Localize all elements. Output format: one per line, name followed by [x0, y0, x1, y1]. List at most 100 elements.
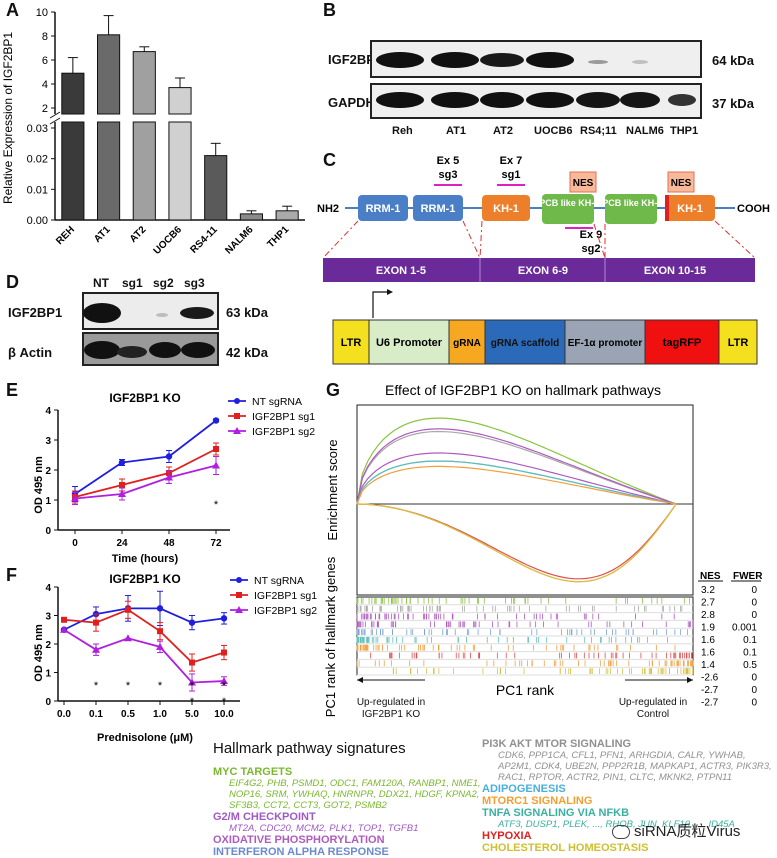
blot-d-row2-label: β Actin — [8, 345, 53, 360]
left-arrow-text: Up-regulated in IGF2BP1 KO — [356, 697, 426, 720]
vec-ltr-1: LTR — [341, 337, 362, 349]
cooh-label: COOH — [737, 203, 770, 215]
signature-right-name: MTORC1 SIGNALING — [482, 795, 593, 807]
signature-left-name: MYC TARGETS — [213, 766, 293, 778]
nes-value: 1.4 — [701, 660, 715, 671]
signature-right-name: PI3K AKT MTOR SIGNALING — [482, 738, 632, 750]
blot-b-row2-label: GAPDH — [328, 95, 375, 110]
signatures-left: MYC TARGETS EIF4G2, PHB, PSMD1, ODC1, FAM… — [213, 766, 503, 858]
domain-pcb-a-label: PCB like KH-I — [539, 198, 597, 208]
point — [61, 616, 67, 623]
gsea-curve — [356, 428, 677, 505]
vec-grna: gRNA — [453, 338, 481, 349]
xtick-label: 0.0 — [57, 709, 71, 720]
panel-a-ylabel: Relative Expression of IGF2BP1 — [1, 32, 15, 204]
exon-label-2: EXON 6-9 — [518, 265, 568, 277]
signature-left-genes: EIF4G2, PHB, PSMD1, ODC1, FAM120A, RANBP… — [229, 778, 481, 811]
pa-bar-upper — [97, 34, 121, 115]
gsea-curve — [356, 460, 677, 505]
nes-value: 2.7 — [701, 598, 715, 609]
point — [212, 461, 220, 469]
panel-f-xlabel: Prednisolone (μM) — [97, 732, 193, 744]
significance-star: * — [214, 499, 219, 511]
ytick-label: 1 — [45, 669, 51, 680]
signature-right-genes: CDK6, PPP1CA, CFL1, PFN1, ARHGDIA, CALR,… — [498, 750, 772, 783]
legend-label: IGF2BP1 sg2 — [254, 605, 317, 617]
wechat-icon — [612, 825, 630, 840]
gsea-curve — [356, 465, 677, 505]
blot-b-row1-label: IGF2BP1 — [328, 52, 383, 67]
fwer-value: 0.5 — [743, 660, 757, 671]
blot-d-lane-4: sg3 — [184, 276, 205, 290]
xtick-label: 5.0 — [185, 709, 199, 720]
blot-b-row2-kda: 37 kDa — [712, 96, 754, 111]
signature-left-genes: MT2A, CDC20, MCM2, PLK1, TOP1, TGFB1 — [229, 823, 419, 834]
ytick-label: 3 — [45, 436, 51, 447]
legend-marker — [235, 606, 243, 613]
panel-label-b: B — [323, 0, 336, 20]
guide-ex5: Ex 5 — [437, 155, 460, 167]
point — [71, 494, 79, 502]
domain-kh1-a — [482, 195, 530, 221]
left-arrow-label: Up-regulated in IGF2BP1 KO — [336, 697, 446, 721]
pa-bar-lower — [132, 121, 156, 221]
nes-value: -2.6 — [701, 673, 719, 684]
xtick-label: 0.1 — [89, 709, 103, 720]
point — [60, 625, 68, 633]
xtick-label: 0.5 — [121, 709, 135, 720]
legend-label: IGF2BP1 sg1 — [254, 590, 317, 602]
panel-g-title: Effect of IGF2BP1 KO on hallmark pathway… — [385, 382, 661, 398]
domain-pcb-b-label: PCB like KH-I — [602, 198, 660, 208]
pa-ytick-up-label: 2 — [42, 103, 48, 115]
pa-ytick-up-label: 6 — [42, 55, 48, 67]
domain-rrm1-a-label: RRM-1 — [366, 203, 401, 215]
legend-label: IGF2BP1 sg1 — [252, 411, 315, 423]
legend-marker — [234, 413, 240, 419]
pa-ytick-lo-label: 0.02 — [27, 154, 48, 166]
point — [220, 677, 228, 685]
right-arrow-label: Up-regulated in Control — [608, 697, 698, 721]
pa-xtick-label: REH — [54, 224, 77, 247]
panel-label-g: G — [326, 380, 341, 400]
domain-kh1-b — [665, 195, 715, 221]
panel-f-title: IGF2BP1 KO — [109, 572, 180, 586]
guide-ex9: Ex 9 — [580, 229, 603, 241]
legend-marker — [233, 427, 241, 434]
legend-label: NT sgRNA — [254, 575, 304, 587]
domain-rrm1-b — [413, 195, 463, 221]
xtick-label: 1.0 — [153, 709, 167, 720]
blot-b-lane-6: NALM6 — [626, 125, 664, 137]
watermark: siRNA质粒Virus — [612, 820, 740, 841]
right-arrow-text: Up-regulated in Control — [618, 697, 688, 720]
fwer-header: FWER — [733, 571, 763, 582]
point — [124, 634, 132, 642]
blot-d-lane-2: sg1 — [122, 276, 143, 290]
domain-pcb-a — [542, 194, 594, 224]
panel-label-a: A — [6, 0, 19, 20]
blot-d-lane-3: sg2 — [153, 276, 174, 290]
blot-d-image — [82, 292, 219, 366]
blot-b-lane-4: UOCB6 — [534, 125, 573, 137]
panel-c-diagram: NH2 COOH RRM-1 RRM-1 KH-1 PCB like KH-I … — [317, 155, 770, 365]
blot-b-lane-1: Reh — [392, 125, 413, 137]
panel-g-gsea: Effect of IGF2BP1 KO on hallmark pathway… — [323, 382, 763, 717]
blot-b-lane-2: AT1 — [446, 125, 466, 137]
signature-left-name: INTERFERON ALPHA RESPONSE — [213, 846, 389, 858]
panel-label-c: C — [323, 150, 336, 170]
fwer-value: 0.1 — [743, 635, 757, 646]
gsea-curve — [356, 452, 677, 505]
fwer-value: 0 — [751, 610, 757, 621]
point — [118, 490, 126, 497]
panel-e-ylabel: OD 495 nm — [33, 456, 45, 514]
pa-ytick-lo-label: 0.00 — [27, 215, 48, 227]
fwer-value: 0 — [751, 685, 757, 696]
fwer-value: 0.001 — [732, 623, 757, 634]
signature-right-name: TNFA SIGNALING VIA NFKB — [482, 807, 630, 819]
pa-bar — [204, 155, 228, 221]
point — [93, 619, 99, 626]
point — [212, 417, 220, 424]
fwer-value: 0 — [751, 673, 757, 684]
series-line — [74, 419, 217, 495]
gsea-curve — [356, 503, 677, 583]
pa-xtick-label: AT2 — [128, 224, 149, 245]
